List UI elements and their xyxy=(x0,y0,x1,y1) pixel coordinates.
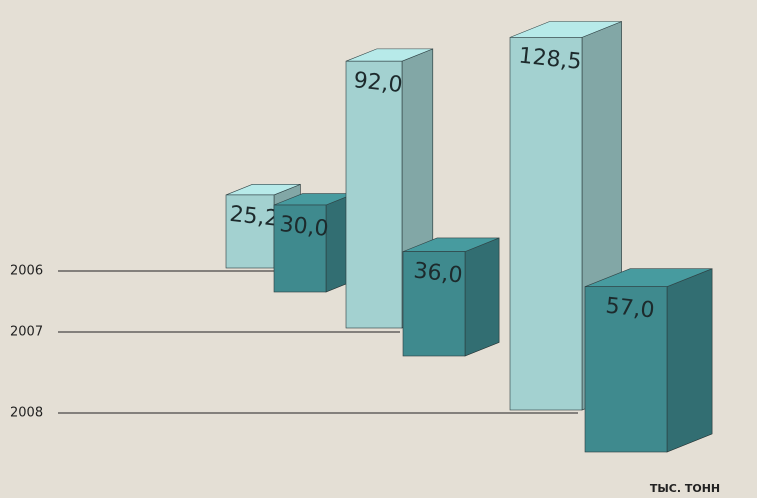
category-label: 2007 xyxy=(10,325,43,340)
bar xyxy=(509,37,583,411)
unit-label: ТЫС. ТОНН xyxy=(650,482,720,495)
bar xyxy=(273,204,327,293)
category-label: 2008 xyxy=(10,406,43,421)
value-label: 36,0 xyxy=(412,259,463,289)
bar xyxy=(345,60,403,329)
bar xyxy=(402,251,466,357)
bar-side xyxy=(666,268,713,453)
value-label: 57,0 xyxy=(604,294,655,324)
category-label: 2006 xyxy=(10,264,43,279)
bar xyxy=(584,286,668,453)
bar-side xyxy=(464,237,500,357)
value-label: 30,0 xyxy=(278,212,329,242)
bar xyxy=(225,194,275,269)
value-label: 25,2 xyxy=(228,202,279,232)
value-label: 92,0 xyxy=(352,68,403,98)
